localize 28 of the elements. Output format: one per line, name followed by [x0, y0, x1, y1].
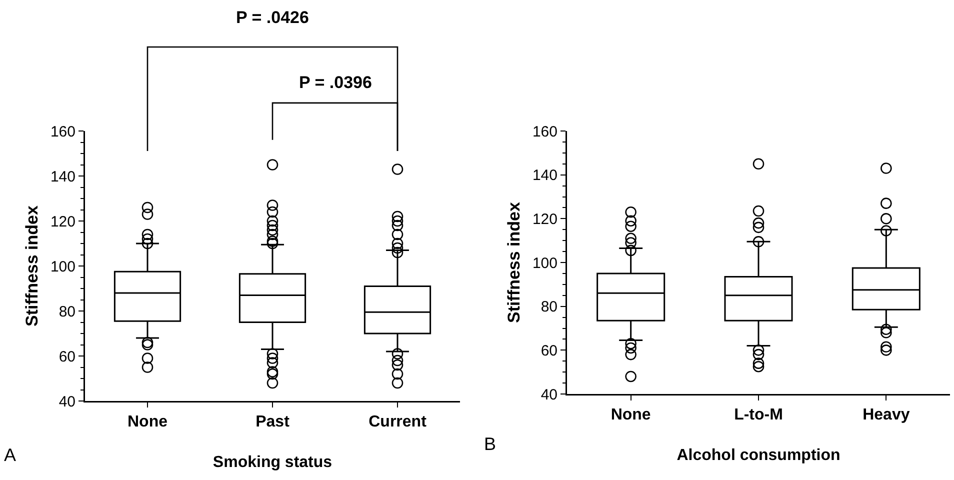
x-tick-label: Current — [368, 414, 428, 431]
y-tick-label: 160 — [532, 123, 558, 140]
y-tick-label: 100 — [532, 254, 558, 272]
x-tick-label: Heavy — [862, 406, 910, 424]
x-axis-title: Smoking status — [212, 454, 332, 472]
y-tick-label: 60 — [540, 342, 558, 360]
text: P = .0396 — [299, 73, 372, 92]
y-tick-label: 80 — [540, 298, 558, 316]
x-tick-label: None — [128, 414, 168, 431]
text: P = .0426 — [236, 8, 309, 27]
y-tick-label: 120 — [532, 210, 558, 228]
text: B — [484, 434, 496, 454]
y-tick-label: 140 — [532, 167, 558, 184]
y-tick-label: 60 — [58, 348, 76, 366]
y-tick-label: 160 — [50, 123, 76, 140]
x-tick-label: L-to-M — [734, 406, 783, 424]
y-tick-label: 120 — [50, 213, 76, 230]
text: A — [4, 445, 16, 465]
y-axis-title: Stiffness index — [22, 205, 42, 326]
y-tick-label: 80 — [58, 303, 76, 320]
x-tick-label: None — [610, 406, 651, 424]
y-axis-title: Stiffness index — [504, 202, 524, 323]
y-tick-label: 140 — [50, 168, 76, 186]
x-tick-label: Past — [256, 414, 290, 431]
y-tick-label: 40 — [540, 386, 558, 404]
y-tick-label: 40 — [58, 393, 76, 410]
x-axis-title: Alcohol consumption — [676, 447, 840, 464]
y-tick-label: 100 — [50, 258, 76, 276]
